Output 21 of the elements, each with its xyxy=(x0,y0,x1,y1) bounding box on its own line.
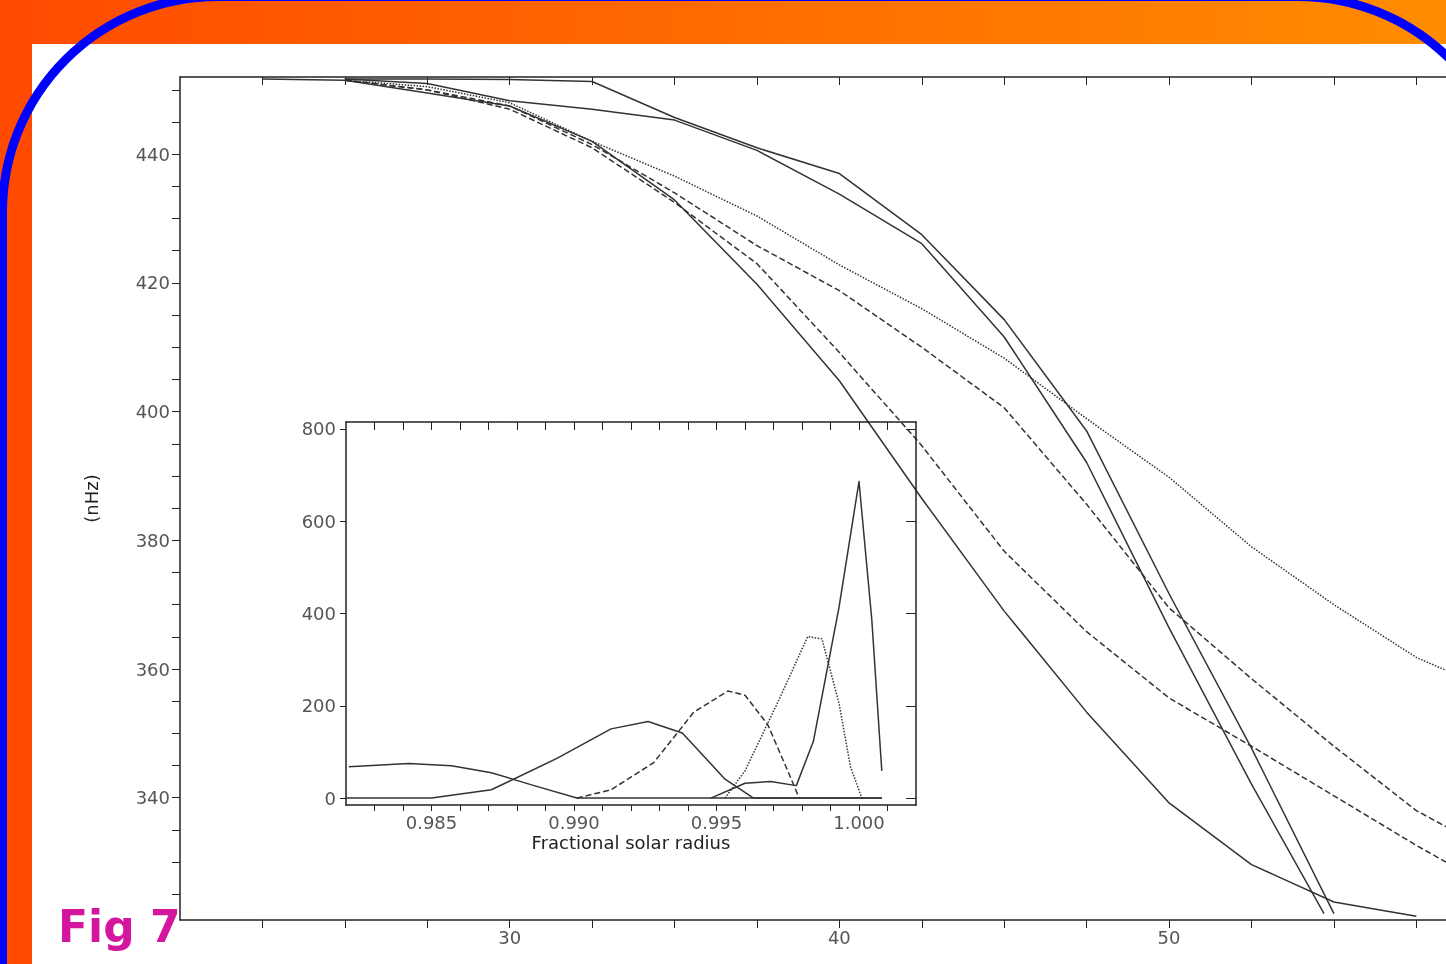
y-tick-label: 800 xyxy=(301,418,336,440)
y-tick-label: 360 xyxy=(135,658,170,680)
x-axis-title: Fractional solar radius xyxy=(531,831,731,853)
x-tick-label: 0.985 xyxy=(405,811,458,833)
y-tick-label: 380 xyxy=(135,529,170,551)
x-tick-label: 1.000 xyxy=(833,811,885,833)
y-tick-label: 440 xyxy=(135,143,170,165)
x-tick-label: 30 xyxy=(498,926,522,948)
y-tick-label: 600 xyxy=(301,510,336,532)
x-tick-label: 40 xyxy=(827,926,851,948)
x-tick-label: 50 xyxy=(1157,926,1181,948)
x-tick-label: 0.990 xyxy=(548,811,600,833)
y-tick-label: 200 xyxy=(301,695,336,717)
y-tick-label: 400 xyxy=(135,401,170,423)
y-tick-label: 340 xyxy=(135,787,170,809)
y-axis-title: (nHz) xyxy=(80,474,102,523)
y-tick-label: 0 xyxy=(324,787,336,809)
annotation: Fig 7 xyxy=(58,900,181,952)
y-tick-label: 400 xyxy=(301,603,336,624)
y-tick-label: 420 xyxy=(135,272,170,294)
x-tick-label: 0.995 xyxy=(690,811,743,833)
